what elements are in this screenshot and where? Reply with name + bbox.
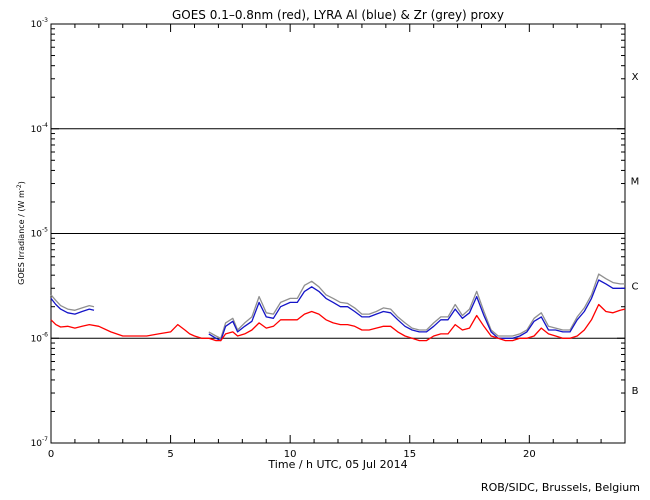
flare-level-lines	[51, 128, 625, 339]
x-tick-label: 20	[523, 449, 536, 460]
y-tick-label: 10-4	[31, 122, 49, 135]
series-line	[208, 279, 625, 342]
x-tick-label: 5	[167, 449, 173, 460]
y-tick-label: 10-7	[31, 436, 49, 449]
series-line	[50, 294, 95, 311]
x-axis: 0 5 10 15 20	[48, 24, 602, 460]
flare-class-label: C	[632, 281, 639, 292]
flare-class-label: X	[632, 72, 639, 83]
data-series	[50, 273, 626, 342]
y-tick-label: 10-6	[31, 331, 49, 344]
flare-class-label: B	[632, 386, 639, 397]
flare-class-label: M	[631, 177, 640, 188]
series-line	[50, 297, 95, 315]
footer-credit: ROB/SIDC, Brussels, Belgium	[480, 481, 640, 494]
chart-title: GOES 0.1–0.8nm (red), LYRA Al (blue) & Z…	[172, 8, 504, 22]
x-tick-label: 10	[284, 449, 297, 460]
flare-class-labels: X M C B	[631, 72, 640, 397]
series-line	[208, 273, 625, 339]
x-tick-label: 15	[403, 449, 416, 460]
x-tick-label: 0	[48, 449, 54, 460]
x-axis-label: Time / h UTC, 05 Jul 2014	[267, 458, 407, 471]
series-line	[50, 303, 626, 342]
y-axis-label: GOES Irradiance / (W m-2)	[16, 181, 26, 285]
y-tick-label: 10-5	[31, 227, 49, 240]
y-tick-label: 10-3	[31, 17, 49, 30]
y-axis: 10-7 10-6 10-5 10-4 10-3	[31, 17, 625, 449]
